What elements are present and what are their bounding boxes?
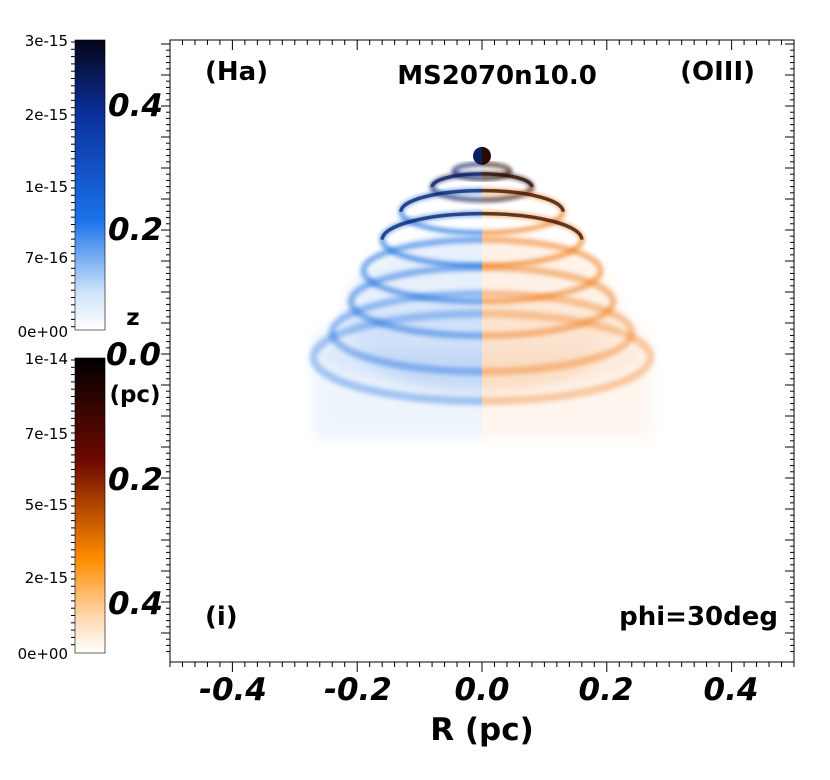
oiii-cb-tick-4: 0e+00 (18, 645, 68, 663)
oiii-cb-tick-0: 1e-14 (25, 350, 68, 368)
ha-shell-ring5 (360, 236, 482, 305)
y-tick-label-0.4-bottom: 0.4 (108, 586, 163, 622)
oiii-cb-tick-2: 5e-15 (25, 496, 68, 514)
ha-colorbar (74, 39, 106, 331)
oiii-shell-ring8 (482, 309, 655, 406)
y-axis-title-z: z (126, 305, 139, 331)
ha-rim-ring4 (380, 211, 482, 240)
oiii-rim-ring3 (482, 188, 565, 212)
oiii-apex-knot (482, 146, 491, 165)
y-tick-label-0.2-top: 0.2 (108, 212, 163, 248)
oiii-shell-ring7 (482, 289, 636, 376)
ha-shell-ring1 (451, 162, 482, 181)
x-tick-label-neg0.4: -0.4 (199, 672, 267, 708)
oiii-rim-ring4 (482, 211, 584, 240)
oiii-cb-tick-3: 2e-15 (25, 569, 68, 587)
ha-cb-tick-0: 3e-15 (25, 32, 68, 50)
x-tick-label-0.0: 0.0 (455, 672, 510, 708)
ha-shell-ring8 (309, 309, 482, 406)
y-tick-label-0.2-bottom: 0.2 (108, 462, 163, 498)
oiii-panel-label: (OIII) (680, 57, 755, 87)
x-axis-title: R (pc) (430, 712, 534, 748)
oiii-shell-ring6 (482, 264, 617, 340)
axis-ticks (71, 40, 795, 672)
ha-apex-knot (473, 146, 482, 165)
ha-cb-tick-4: 0e+00 (18, 323, 68, 341)
y-tick-label-0.0: 0.0 (106, 337, 161, 373)
ha-cb-tick-3: 7e-16 (25, 249, 68, 267)
x-tick-label-0.4: 0.4 (704, 672, 759, 708)
ha-rim-ring2 (430, 172, 482, 188)
oiii-cb-tick-1: 7e-15 (25, 425, 68, 443)
y-axis-title-unit: (pc) (109, 382, 160, 408)
angle-label: phi=30deg (619, 602, 778, 632)
oiii-rim-ring2 (482, 172, 534, 188)
ha-rim-ring3 (399, 188, 482, 212)
oiii-emission-image (482, 146, 655, 439)
oiii-colorbar (74, 357, 106, 654)
ha-shell-ring6 (347, 264, 482, 340)
x-tick-label-neg0.2: -0.2 (324, 672, 392, 708)
ha-panel-label: (Ha) (205, 57, 268, 87)
x-tick-label-0.2: 0.2 (579, 672, 634, 708)
ha-cb-tick-2: 1e-15 (25, 178, 68, 196)
ha-cb-tick-1: 2e-15 (25, 106, 68, 124)
oiii-shell-ring5 (482, 236, 604, 305)
y-tick-label-0.4-top: 0.4 (108, 88, 163, 124)
chart-title: MS2070n10.0 (397, 61, 597, 91)
corner-label: (i) (205, 602, 238, 632)
